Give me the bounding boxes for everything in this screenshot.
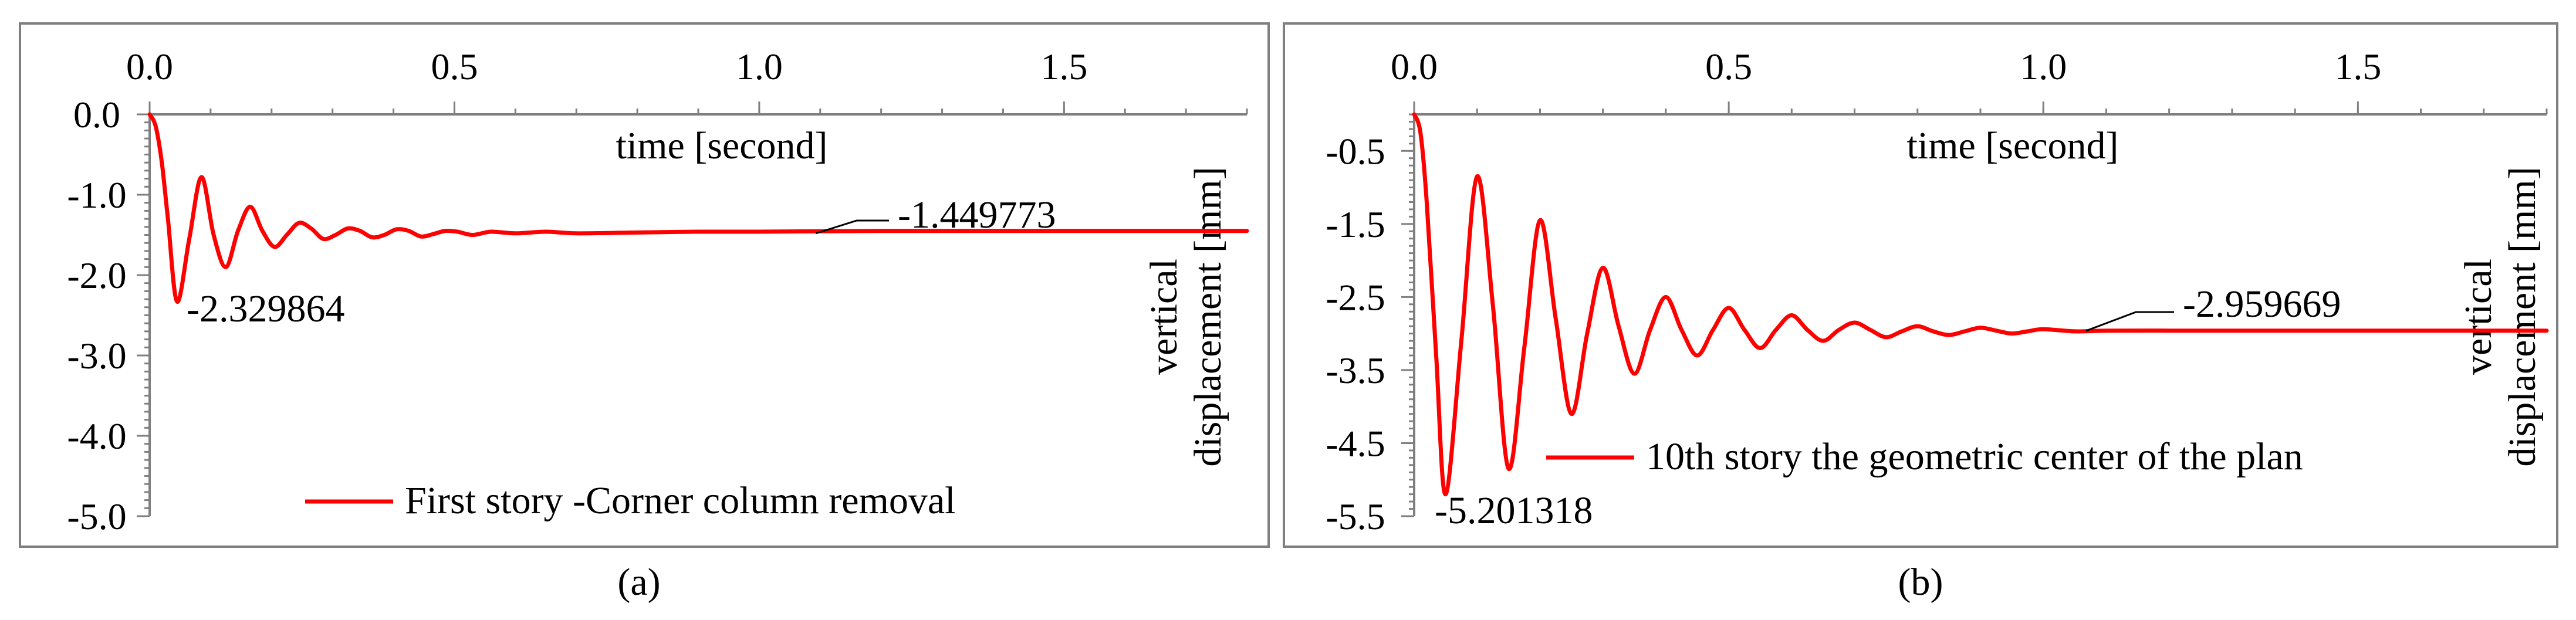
x-tick-label: 1.0 [736, 46, 783, 87]
x-tick-label: 0.0 [126, 46, 173, 87]
x-tick-label: 1.0 [2020, 46, 2067, 87]
caption-a: (a) [617, 561, 660, 604]
y-tick-label: -5.5 [1326, 496, 1385, 537]
chart-panel-b: 0.0 0.5 1.0 1.5 -0.5 -1.5 -2.5 -3.5 -4.5 -5.5 time… [1326, 46, 2549, 537]
x-tick-label: 0.5 [1705, 46, 1752, 87]
y-tick-label: -2.5 [1326, 276, 1385, 318]
y-axis-title: vertical displacement [mm] [2457, 167, 2544, 466]
series-line [147, 112, 1249, 304]
caption-b: (b) [1898, 561, 1943, 604]
y-tick-label: -2.0 [67, 255, 126, 296]
panel-a-frame [19, 22, 1270, 548]
y-tick-label: 0.0 [73, 94, 120, 135]
annotation-leader [2085, 311, 2174, 332]
annotation-label: -2.959669 [2183, 283, 2341, 326]
y-axis-title-line: vertical [2457, 259, 2500, 375]
annotation-label: -1.449773 [898, 194, 1056, 236]
annotation-leader [815, 219, 889, 235]
x-axis-title: time [second] [616, 124, 827, 167]
x-tick-label: 0.0 [1391, 46, 1438, 87]
y-axis-title-line: vertical [1142, 259, 1185, 375]
y-tick-label: -5.0 [67, 496, 126, 537]
x-tick-label: 1.5 [1040, 46, 1087, 87]
y-tick-label: -4.0 [67, 415, 126, 457]
panel-b-frame [1283, 22, 2558, 548]
y-tick-label: -1.0 [67, 174, 126, 216]
y-tick-label: -3.5 [1326, 350, 1385, 391]
x-tick-label: 1.5 [2334, 46, 2381, 87]
series-line [1412, 112, 2549, 497]
annotation-label: -2.329864 [187, 287, 344, 330]
y-axis-title-line: displacement [mm] [1186, 167, 1229, 466]
y-tick-label: -1.5 [1326, 204, 1385, 245]
annotation-label: -5.201318 [1435, 489, 1593, 532]
x-axis-title: time [second] [1906, 124, 2118, 167]
y-tick-label: -3.0 [67, 335, 126, 377]
chart-panel-a: 0.0 0.5 1.0 1.5 0.0 -1.0 -2.0 -3.0 -4.0 -5.0 time … [67, 46, 1249, 537]
y-axis-title-line: displacement [mm] [2501, 167, 2544, 466]
legend-label: 10th story the geometric center of the p… [1646, 435, 2303, 478]
legend-label: First story -Corner column removal [405, 479, 956, 522]
y-tick-label: -4.5 [1326, 422, 1385, 464]
x-tick-label: 0.5 [431, 46, 478, 87]
y-axis-title: vertical displacement [mm] [1142, 167, 1229, 466]
y-tick-label: -0.5 [1326, 130, 1385, 172]
